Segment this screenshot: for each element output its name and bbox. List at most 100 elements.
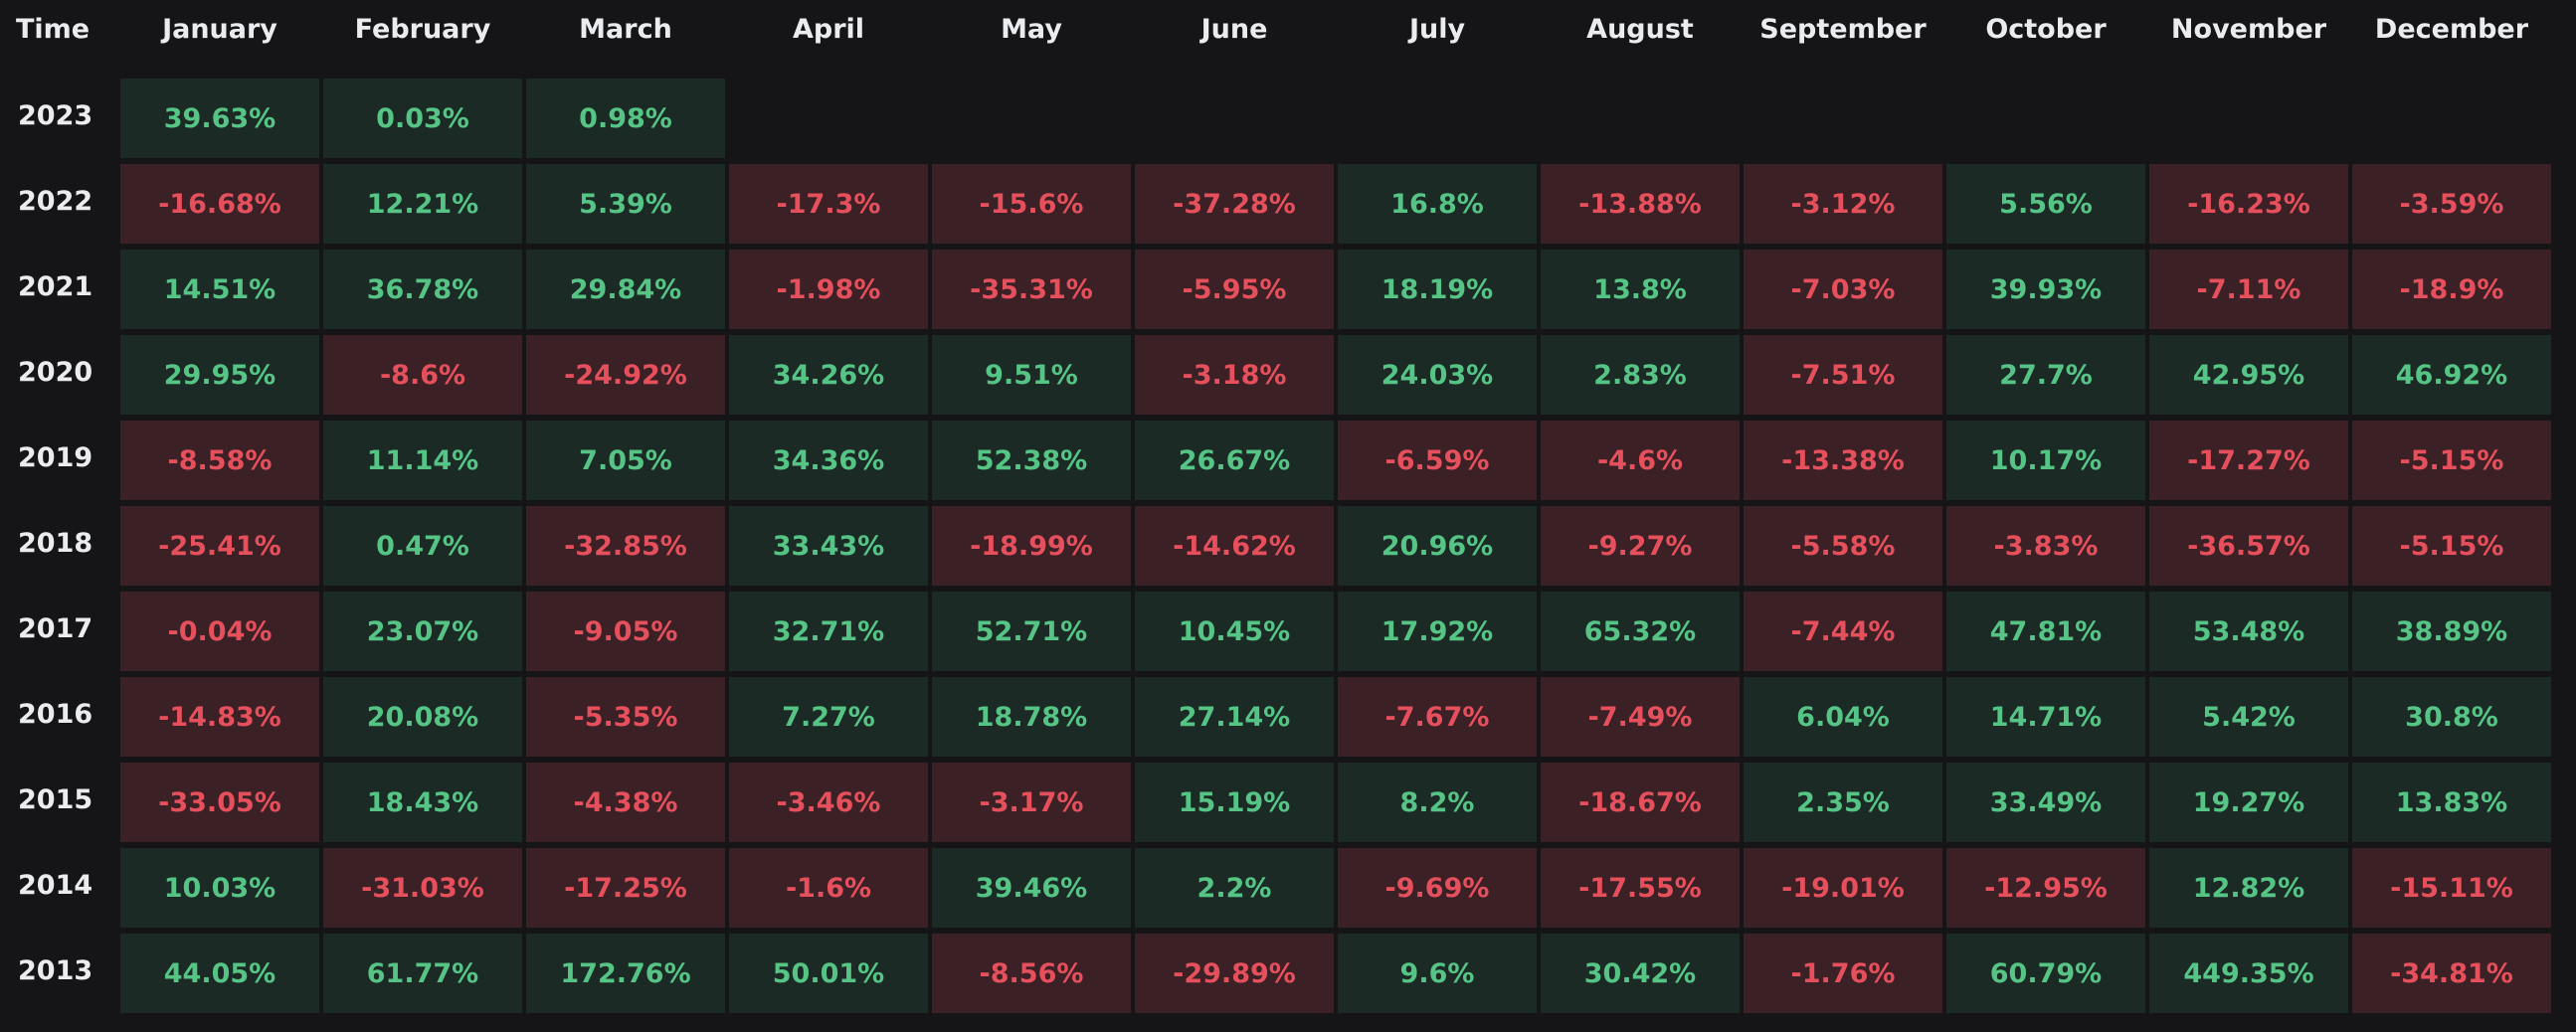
return-cell: 44.05% [120,934,319,1013]
return-cell: 9.6% [1338,934,1537,1013]
return-cell: -5.35% [526,677,725,757]
row-year: 2023 [18,100,93,131]
return-cell: 39.93% [1946,250,2145,329]
return-cell: 39.46% [932,848,1131,928]
return-cell: -9.05% [526,592,725,671]
return-cell: -14.83% [120,677,319,757]
return-cell: -3.18% [1135,335,1334,415]
return-cell: -4.6% [1541,421,1740,500]
return-cell: 34.36% [729,421,928,500]
return-cell: 61.77% [323,934,522,1013]
return-cell: 65.32% [1541,592,1740,671]
row-year: 2015 [18,784,93,815]
return-cell: -37.28% [1135,164,1334,244]
return-cell: 29.84% [526,250,725,329]
column-header: Time [16,14,91,45]
return-cell: 7.05% [526,421,725,500]
return-cell: -7.51% [1744,335,1942,415]
return-cell: 26.67% [1135,421,1334,500]
column-header: May [1001,14,1062,45]
return-cell: -1.98% [729,250,928,329]
return-cell: -5.58% [1744,506,1942,586]
row-year: 2014 [18,870,93,901]
column-header: August [1586,14,1694,45]
return-cell: -31.03% [323,848,522,928]
row-year: 2013 [18,955,93,986]
return-cell: -32.85% [526,506,725,586]
return-cell: -7.03% [1744,250,1942,329]
return-cell: -7.11% [2149,250,2348,329]
return-cell: 17.92% [1338,592,1537,671]
return-cell: 52.38% [932,421,1131,500]
return-cell: 12.82% [2149,848,2348,928]
return-cell: 8.2% [1338,763,1537,842]
column-header: December [2374,14,2529,45]
return-cell: -25.41% [120,506,319,586]
return-cell: -17.3% [729,164,928,244]
return-cell: -8.56% [932,934,1131,1013]
return-cell: 42.95% [2149,335,2348,415]
return-cell: 23.07% [323,592,522,671]
return-cell: 33.49% [1946,763,2145,842]
return-cell: -4.38% [526,763,725,842]
return-cell: -13.88% [1541,164,1740,244]
return-cell: -9.69% [1338,848,1537,928]
return-cell: 19.27% [2149,763,2348,842]
return-cell: 20.08% [323,677,522,757]
return-cell: -1.6% [729,848,928,928]
return-cell: 449.35% [2149,934,2348,1013]
return-cell: 29.95% [120,335,319,415]
return-cell: 0.98% [526,79,725,158]
column-header: June [1200,14,1268,45]
column-header: March [579,14,672,45]
row-year: 2022 [18,186,93,217]
return-cell: -3.17% [932,763,1131,842]
column-header: April [792,14,865,45]
return-cell: -8.58% [120,421,319,500]
return-cell: 13.83% [2352,763,2551,842]
return-cell: 5.39% [526,164,725,244]
return-cell: -5.95% [1135,250,1334,329]
return-cell: 18.78% [932,677,1131,757]
return-cell: -17.55% [1541,848,1740,928]
return-cell: -17.27% [2149,421,2348,500]
return-cell: -19.01% [1744,848,1942,928]
return-cell: 5.42% [2149,677,2348,757]
return-cell: 10.03% [120,848,319,928]
row-year: 2020 [18,357,93,388]
return-cell: 2.83% [1541,335,1740,415]
return-cell: -5.15% [2352,421,2551,500]
return-cell: 36.78% [323,250,522,329]
return-cell: -3.83% [1946,506,2145,586]
return-cell: 0.03% [323,79,522,158]
return-cell: 14.51% [120,250,319,329]
return-cell: -35.31% [932,250,1131,329]
return-cell: -3.46% [729,763,928,842]
return-cell: -34.81% [2352,934,2551,1013]
return-cell: 172.76% [526,934,725,1013]
return-cell: 5.56% [1946,164,2145,244]
return-cell: 30.8% [2352,677,2551,757]
return-cell: 15.19% [1135,763,1334,842]
return-cell: 2.2% [1135,848,1334,928]
return-cell: -29.89% [1135,934,1334,1013]
return-cell: -0.04% [120,592,319,671]
return-cell: 18.19% [1338,250,1537,329]
return-cell: 10.45% [1135,592,1334,671]
return-cell: 27.7% [1946,335,2145,415]
return-cell: 20.96% [1338,506,1537,586]
return-cell: 6.04% [1744,677,1942,757]
return-cell: -7.44% [1744,592,1942,671]
return-cell: -7.49% [1541,677,1740,757]
return-cell: 12.21% [323,164,522,244]
column-header: November [2170,14,2327,45]
return-cell: 24.03% [1338,335,1537,415]
return-cell: -9.27% [1541,506,1740,586]
return-cell: 27.14% [1135,677,1334,757]
return-cell: 60.79% [1946,934,2145,1013]
column-header: October [1985,14,2107,45]
return-cell: -7.67% [1338,677,1537,757]
return-cell: -8.6% [323,335,522,415]
return-cell: -6.59% [1338,421,1537,500]
